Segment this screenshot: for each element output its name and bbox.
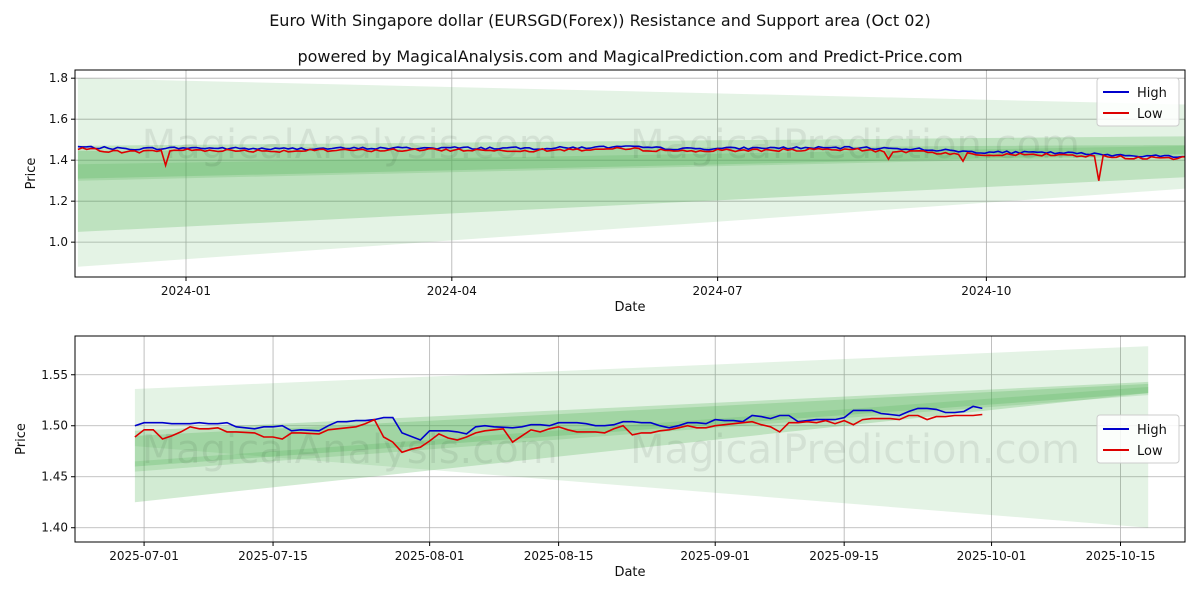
y-tick-label: 1.2: [49, 194, 68, 208]
chart-subtitle: powered by MagicalAnalysis.com and Magic…: [297, 47, 962, 66]
x-tick-label: 2025-08-01: [395, 549, 465, 563]
prediction-band: [134, 383, 1149, 467]
watermark-text: MagicalAnalysis.com: [142, 427, 558, 473]
prediction-band: [134, 387, 1149, 472]
watermark-text: MagicalPrediction.com: [630, 427, 1080, 473]
y-tick-label: 1.40: [41, 521, 68, 535]
x-tick-label: 2025-08-15: [524, 549, 594, 563]
high-series-line: [77, 145, 1185, 158]
y-tick-label: 1.4: [49, 153, 68, 167]
legend-low-label: Low: [1137, 107, 1163, 122]
x-tick-label: 2024-07: [693, 284, 743, 298]
top-panel: MagicalAnalysis.com MagicalPrediction.com…: [24, 69, 1186, 315]
x-tick-label: 2025-09-15: [809, 549, 879, 563]
prediction-band: [77, 78, 1185, 267]
legend-high-label: High: [1137, 423, 1167, 438]
prediction-band: [77, 144, 1185, 232]
legend: High Low: [1096, 77, 1180, 127]
y-tick-label: 1.0: [49, 235, 68, 249]
legend-low-label: Low: [1137, 444, 1163, 459]
legend-high-label: High: [1137, 86, 1167, 101]
watermark-text: MagicalPrediction.com: [630, 122, 1080, 168]
y-tick-label: 1.6: [49, 112, 68, 126]
prediction-band: [134, 346, 1149, 528]
x-tick-label: 2024-10: [961, 284, 1011, 298]
prediction-band: [77, 145, 1185, 181]
watermark-text: MagicalAnalysis.com: [142, 122, 558, 168]
bottom-panel: MagicalAnalysis.com MagicalPrediction.com…: [14, 335, 1186, 580]
low-series-line: [134, 413, 983, 454]
plot-area: MagicalAnalysis.com MagicalPrediction.com: [134, 346, 1149, 528]
chart-title: Euro With Singapore dollar (EURSGD(Forex…: [269, 11, 931, 30]
y-tick-label: 1.50: [41, 419, 68, 433]
y-tick-label: 1.8: [49, 71, 68, 85]
y-tick-label: 1.55: [41, 368, 68, 382]
plot-area: MagicalAnalysis.com MagicalPrediction.com: [77, 78, 1185, 267]
x-tick-label: 2025-09-01: [680, 549, 750, 563]
x-tick-label: 2025-07-01: [109, 549, 179, 563]
y-tick-label: 1.45: [41, 470, 68, 484]
x-axis-label: Date: [614, 300, 645, 315]
x-tick-label: 2025-10-01: [957, 549, 1027, 563]
legend: High Low: [1096, 414, 1180, 464]
x-tick-label: 2025-07-15: [238, 549, 308, 563]
x-tick-label: 2024-01: [161, 284, 211, 298]
x-tick-label: 2024-04: [427, 284, 477, 298]
low-series-line: [77, 146, 1185, 181]
high-series-line: [134, 405, 983, 441]
axes-frame: [74, 69, 1186, 278]
x-tick-label: 2025-10-15: [1086, 549, 1156, 563]
axes-frame: [74, 335, 1186, 543]
prediction-band: [134, 381, 1149, 503]
y-axis-label: Price: [24, 158, 39, 190]
x-axis-label: Date: [614, 565, 645, 580]
y-axis-label: Price: [14, 423, 29, 455]
